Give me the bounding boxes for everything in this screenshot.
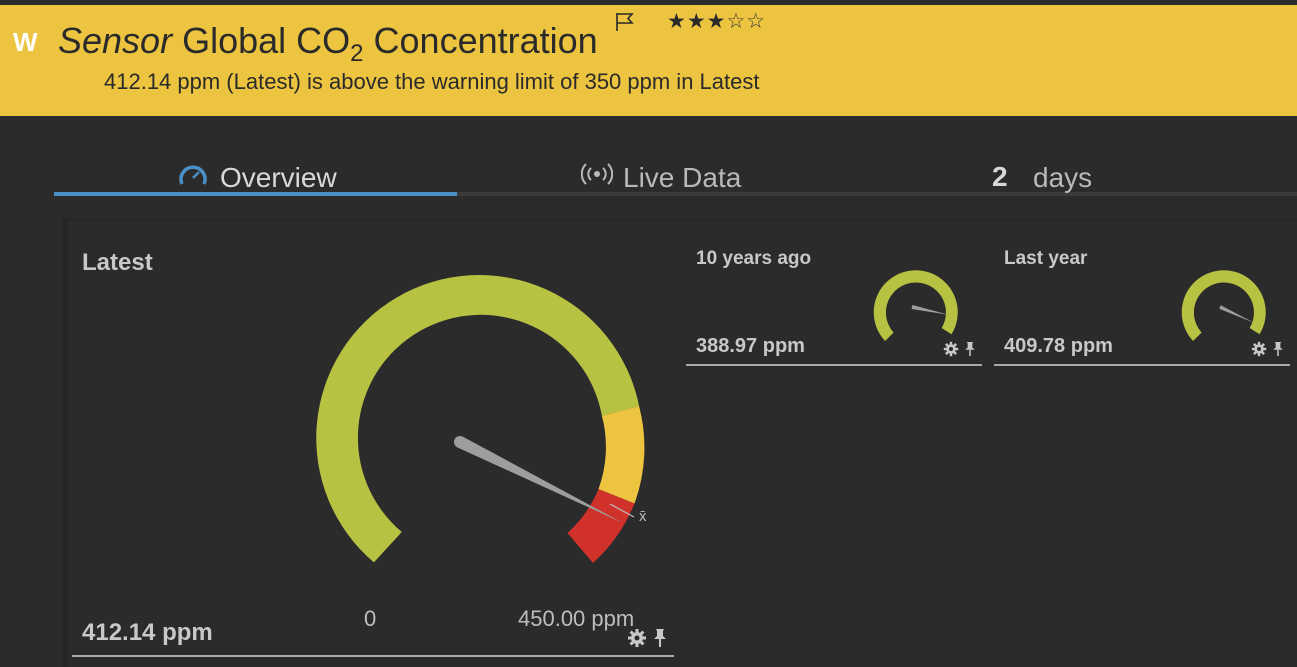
- gauge-10y-label: 10 years ago: [696, 248, 812, 269]
- rating-filled: ★★★: [667, 10, 727, 33]
- title-end: Concentration: [363, 20, 598, 61]
- mean-marker-line: [609, 503, 635, 518]
- gear-icon[interactable]: [943, 341, 959, 362]
- gauge-ly-label: Last year: [1004, 248, 1088, 269]
- tab-days-label: days: [1033, 162, 1093, 193]
- tab-live-data[interactable]: Live Data: [457, 150, 893, 196]
- content-panel-inner: [68, 221, 1297, 667]
- gauge-card-10-years-ago: 10 years ago 388.97 ppm: [686, 240, 982, 370]
- gauge-needle: [911, 305, 950, 315]
- gauge-band-ok: [316, 275, 640, 563]
- flag-icon[interactable]: [614, 11, 636, 38]
- broadcast-icon: [580, 160, 614, 195]
- gauge-card-last-year: Last year 409.78 ppm: [994, 240, 1290, 370]
- title-subscript: 2: [350, 40, 364, 67]
- gauge-latest-label: Latest: [82, 249, 153, 276]
- gauge-latest-value: 412.14 ppm: [82, 619, 213, 646]
- content-panel: [62, 218, 1297, 667]
- gauge-10y-underline: [686, 364, 982, 366]
- pin-icon[interactable]: [1271, 341, 1285, 362]
- title-main: Global CO: [182, 20, 351, 61]
- gauge-latest-underline: [72, 655, 674, 657]
- gauge-min-label: 0: [364, 606, 377, 631]
- tab-bar: Overview Live Data 2 days: [54, 150, 1297, 196]
- gear-icon[interactable]: [1251, 341, 1267, 362]
- gauge-10-years-ago: [873, 270, 958, 341]
- gauge-last-year: [1181, 270, 1266, 341]
- gauge-needle-hub: [454, 436, 466, 448]
- gauge-ly-underline: [994, 364, 1290, 366]
- card-controls: [943, 341, 977, 362]
- top-strip: [0, 0, 1297, 5]
- title-kind: Sensor: [58, 20, 173, 61]
- tab-overview-label: Overview: [220, 162, 337, 193]
- tab-overview[interactable]: Overview: [54, 150, 457, 196]
- rating-empty: ☆☆: [726, 10, 767, 33]
- card-controls: [627, 628, 669, 653]
- alert-banner: W Sensor Global CO2 Concentration ★★★☆☆ …: [0, 5, 1297, 116]
- gauge-band-warning: [598, 406, 645, 504]
- tab-live-label: Live Data: [623, 162, 742, 193]
- gear-icon[interactable]: [627, 628, 647, 653]
- gauge-10y-value: 388.97 ppm: [696, 335, 805, 357]
- gauge-max-label: 450.00 ppm: [518, 606, 635, 631]
- gauge-needle: [1219, 305, 1255, 323]
- card-controls: [1251, 341, 1285, 362]
- tab-days[interactable]: 2 days: [893, 150, 1297, 196]
- gauge-latest: [316, 275, 645, 563]
- gauge-card-latest: Latest x̄ 0 450.00 ppm 412.14 ppm: [62, 218, 682, 667]
- gauge-icon: [178, 162, 208, 195]
- warning-message: 412.14 ppm (Latest) is above the warning…: [104, 69, 760, 94]
- pin-icon[interactable]: [963, 341, 977, 362]
- tab-days-number: 2: [992, 161, 1008, 192]
- rating-stars[interactable]: ★★★☆☆: [667, 9, 766, 34]
- mean-marker-label: x̄: [639, 508, 647, 525]
- gauge-needle: [457, 436, 623, 523]
- app-logo[interactable]: W: [13, 27, 38, 57]
- pin-icon[interactable]: [651, 628, 669, 653]
- page-title: Sensor Global CO2 Concentration: [58, 20, 598, 67]
- gauge-ly-value: 409.78 ppm: [1004, 335, 1113, 357]
